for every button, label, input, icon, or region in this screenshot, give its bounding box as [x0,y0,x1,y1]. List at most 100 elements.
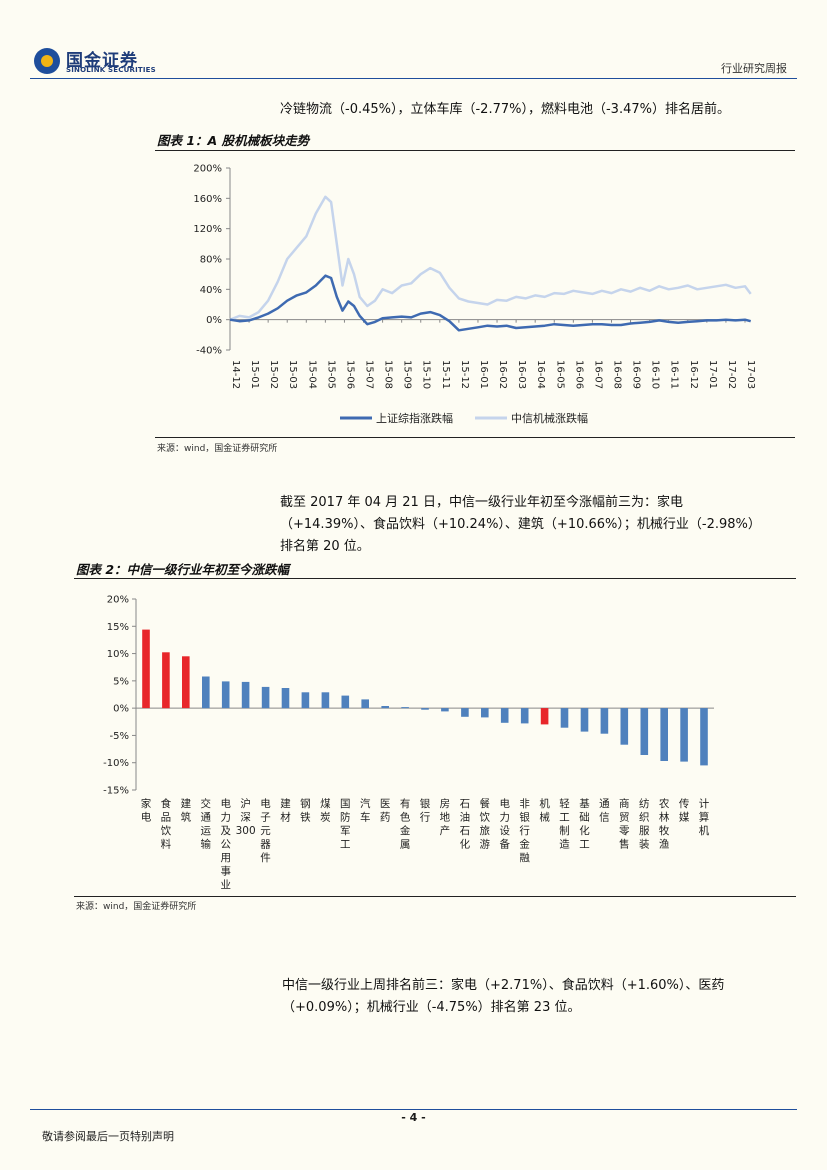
paragraph-2-line1: 截至 2017 年 04 月 21 日，中信一级行业年初至今涨幅前三为：家电 [280,495,683,510]
chart2-bar [401,707,409,709]
chart2-bar [520,708,529,724]
chart1-x-tick-label: 15-06 [344,360,355,389]
chart1-x-tick-label: 16-05 [554,360,565,389]
chart2-category-label: 交通运输 [201,797,212,851]
figure2-bar-chart: 20% 15% 10% 5% 0% -5% -10% -15% 家电食品饮料建筑交通运输电力及公… [103,595,714,891]
chart2-category-label: 电力设备 [499,797,510,851]
chart1-legend-label: 上证综指涨跌幅 [376,411,453,425]
page-number: - 4 - [401,1111,426,1124]
chart2-category-label: 建筑 [181,797,192,824]
chart1-y-tick-label: 0% [206,315,222,326]
chart1-x-tick-label: 16-09 [631,360,642,389]
figure1-bottom-line [155,437,795,438]
company-logo: 国金证券 SINOLINK SECURITIES [34,44,156,80]
chart1-series-line [229,195,752,321]
paragraph-2-line2: （+14.39%）、食品饮料（+10.24%）、建筑（+10.66%）；机械行业… [280,517,761,532]
figure2-top-line [74,578,796,579]
chart2-y-tick-label: 15% [107,622,129,633]
chart1-x-tick-label: 15-08 [383,360,394,389]
chart2-bar [361,699,369,709]
chart1-x-tick-label: 14-12 [230,360,241,389]
chart2-category-label: 钢铁 [300,797,311,824]
chart1-x-tick-label: 15-03 [287,360,298,389]
chart2-bar [680,708,688,762]
disclaimer: 敬请参阅最后一页特别声明 [42,1130,174,1143]
figure2-source: 来源：wind，国金证券研究所 [76,902,197,912]
chart1-y-tick-label: 80% [200,255,222,266]
chart2-bar [142,629,150,709]
chart1-x-tick-label: 16-11 [669,360,680,389]
chart1-x-tick-label: 16-04 [535,360,546,389]
chart2-category-label: 建材 [280,797,291,824]
chart1-x-tick-label: 17-03 [745,360,756,389]
figure1-line-chart: 200% 160% 120% 80% 40% 0% -40% 14-12 15-01 15-02 1… [193,164,756,426]
chart2-category-label: 石油石化 [460,798,471,851]
figure1-top-line [155,150,795,151]
paragraph-3-line2: （+0.09%）；机械行业（-4.75%）排名第 23 位。 [282,1000,581,1015]
chart1-x-tick-label: 16-06 [573,360,584,389]
chart1-legend-label: 中信机械涨跌幅 [511,411,588,425]
chart2-category-label: 纺织服装 [639,797,650,851]
chart1-x-tick-label: 17-02 [726,360,737,389]
chart2-category-label: 计算机 [699,797,710,837]
chart2-category-label: 电子元器件 [260,797,271,864]
chart2-category-label: 食品饮料 [161,797,172,851]
chart2-category-label: 汽车 [360,797,371,824]
chart2-bar [560,708,569,728]
chart2-category-label: 房地产 [440,797,451,837]
chart2-bar [640,708,649,755]
paragraph-3-line1: 中信一级行业上周排名前三：家电（+2.71%）、食品饮料（+1.60%）、医药 [282,978,725,993]
figure2-title: 图表 2：中信一级行业年初至今涨跌幅 [76,562,290,577]
logo-mark-icon [34,48,60,74]
figure1-source: 来源：wind，国金证券研究所 [157,444,278,454]
chart1-x-tick-label: 15-09 [402,360,413,389]
chart1-x-tick-label: 15-04 [306,360,317,389]
chart1-x-tick-label: 15-02 [268,360,279,389]
chart2-bar [441,708,449,712]
chart2-category-label: 机械 [539,797,550,824]
chart2-bar [500,708,509,723]
chart2-category-label: 煤炭 [320,797,331,824]
chart1-x-tick-label: 15-11 [440,360,451,389]
chart2-y-tick-label: -10% [103,758,129,769]
chart2-bar [600,708,609,734]
chart2-y-tick-label: -5% [110,731,129,742]
chart2-bar [481,708,489,718]
chart2-bar [540,708,549,725]
chart2-category-label: 电力及公用事业 [220,797,231,891]
chart1-y-tick-label: -40% [196,346,222,357]
chart1-x-tick-label: 15-12 [459,360,470,389]
chart2-y-tick-label: 10% [107,649,129,660]
chart2-category-label: 国防军工 [340,798,351,851]
chart1-x-tick-label: 16-10 [650,360,661,389]
chart2-bar [202,676,210,709]
chart2-bar [182,656,190,709]
chart2-bar [241,681,250,709]
chart1-y-tick-label: 200% [193,164,222,175]
chart2-bar [281,688,290,709]
chart2-category-label: 餐饮旅游 [480,797,491,851]
figure1-title: 图表 1：A 股机械板块走势 [157,133,310,148]
logo-cn: 国金证券 [66,51,138,71]
chart2-category-label: 有色金属 [400,797,411,851]
chart2-category-label: 传媒 [679,798,690,824]
chart1-x-tick-label: 16-07 [592,360,603,389]
chart2-bar [620,708,629,745]
chart2-category-label: 通信 [599,798,610,824]
chart1-x-tick-label: 17-01 [707,360,718,389]
chart2-bar [321,692,330,709]
chart2-bar [700,708,708,766]
chart2-bar [162,652,170,709]
chart2-bar [421,708,429,710]
chart2-category-label: 家电 [141,797,152,824]
chart2-category-label: 基础化工 [579,797,590,851]
chart2-bar [381,706,389,709]
chart2-category-label: 银行 [420,797,431,824]
chart2-y-tick-label: -15% [103,786,129,797]
footer-divider [30,1109,797,1110]
chart1-x-tick-label: 16-01 [478,360,489,389]
chart1-x-tick-label: 15-05 [325,360,336,389]
chart1-series-line [229,274,752,332]
chart2-category-label: 沪深 300 [236,797,256,837]
chart1-x-tick-label: 15-01 [249,360,260,389]
